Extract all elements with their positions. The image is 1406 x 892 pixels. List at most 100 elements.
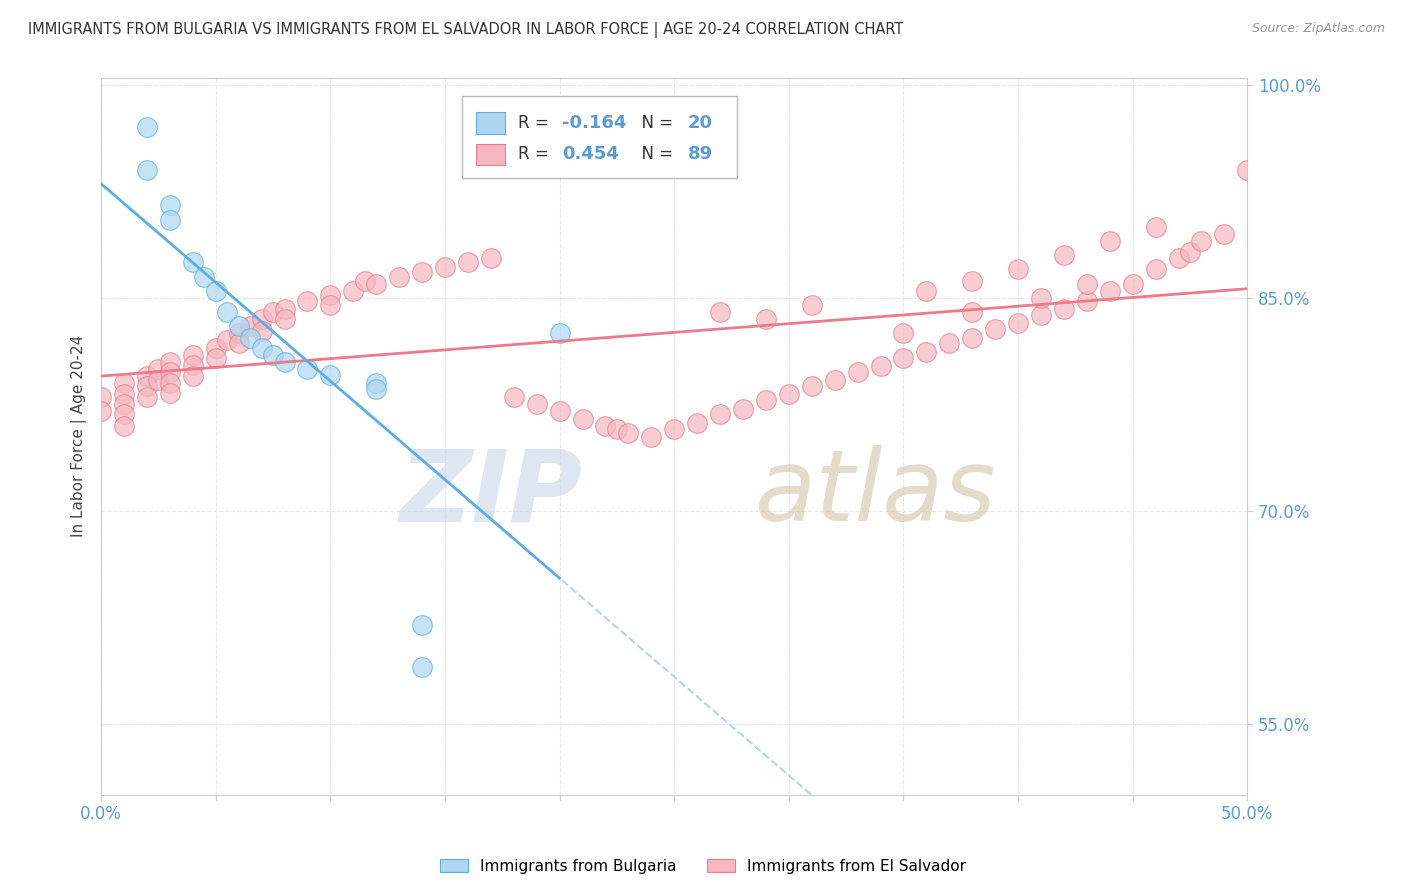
Point [228, 326, 250, 341]
Text: N =: N = [631, 145, 678, 163]
Point [366, 277, 388, 291]
Point [824, 373, 846, 387]
Point [159, 386, 181, 401]
Point [915, 284, 938, 298]
Point [228, 336, 250, 351]
Point [159, 212, 181, 227]
Point [366, 376, 388, 390]
Point [217, 334, 239, 348]
Point [1076, 293, 1098, 308]
Point [571, 411, 593, 425]
Point [1029, 308, 1052, 322]
Point [262, 305, 284, 319]
Point [228, 319, 250, 334]
Point [1167, 251, 1189, 265]
Point [250, 312, 273, 326]
Point [1029, 291, 1052, 305]
Point [617, 425, 640, 440]
Point [204, 284, 226, 298]
Point [297, 293, 319, 308]
Point [319, 368, 342, 382]
Text: atlas: atlas [755, 445, 995, 542]
Point [342, 284, 364, 298]
Point [204, 351, 226, 365]
Point [664, 421, 686, 435]
Text: ZIP: ZIP [399, 445, 582, 542]
Point [319, 298, 342, 312]
Point [112, 376, 135, 390]
Point [1007, 317, 1029, 331]
Point [1053, 302, 1076, 317]
Point [148, 373, 170, 387]
Point [1144, 219, 1167, 234]
Point [1098, 284, 1121, 298]
Text: 0.454: 0.454 [562, 145, 619, 163]
Point [893, 326, 915, 341]
Point [297, 362, 319, 376]
Point [353, 274, 375, 288]
Point [273, 302, 295, 317]
Point [1213, 227, 1236, 241]
Point [526, 397, 548, 411]
Text: -0.164: -0.164 [562, 114, 626, 132]
Point [731, 401, 754, 416]
Point [1007, 262, 1029, 277]
Point [938, 336, 960, 351]
FancyBboxPatch shape [463, 95, 737, 178]
Point [366, 382, 388, 396]
Point [159, 198, 181, 212]
Point [709, 305, 731, 319]
Point [846, 365, 869, 379]
Point [319, 288, 342, 302]
Point [548, 404, 571, 418]
Point [112, 387, 135, 401]
Point [457, 255, 479, 269]
Text: N =: N = [631, 114, 678, 132]
Point [984, 322, 1007, 336]
Point [686, 416, 709, 430]
Point [193, 269, 215, 284]
Point [112, 397, 135, 411]
FancyBboxPatch shape [475, 144, 505, 165]
Point [411, 660, 433, 674]
Point [136, 390, 159, 404]
Text: R =: R = [519, 145, 554, 163]
Point [755, 312, 778, 326]
Point [112, 418, 135, 433]
Point [181, 358, 204, 372]
Point [262, 348, 284, 362]
Point [479, 251, 502, 265]
Point [800, 379, 823, 393]
Point [136, 379, 159, 393]
Point [1122, 277, 1144, 291]
Point [1236, 163, 1258, 178]
Point [606, 421, 628, 435]
Point [112, 407, 135, 421]
Point [273, 312, 295, 326]
Y-axis label: In Labor Force | Age 20-24: In Labor Force | Age 20-24 [72, 335, 87, 538]
Text: 89: 89 [688, 145, 713, 163]
Point [1053, 248, 1076, 262]
Text: IMMIGRANTS FROM BULGARIA VS IMMIGRANTS FROM EL SALVADOR IN LABOR FORCE | AGE 20-: IMMIGRANTS FROM BULGARIA VS IMMIGRANTS F… [28, 22, 904, 38]
Point [250, 341, 273, 355]
Point [159, 376, 181, 390]
Point [239, 319, 262, 334]
Point [640, 430, 662, 444]
Point [159, 355, 181, 369]
Point [136, 163, 159, 178]
Point [709, 407, 731, 421]
Point [755, 393, 778, 408]
Point [1191, 234, 1213, 248]
Point [411, 265, 433, 279]
Point [800, 298, 823, 312]
Point [204, 341, 226, 355]
Point [433, 260, 456, 274]
Point [181, 255, 204, 269]
Point [1178, 245, 1201, 260]
FancyBboxPatch shape [475, 112, 505, 134]
Point [411, 617, 433, 632]
Point [778, 387, 800, 401]
Point [181, 368, 204, 383]
Point [595, 418, 617, 433]
Point [90, 404, 112, 418]
